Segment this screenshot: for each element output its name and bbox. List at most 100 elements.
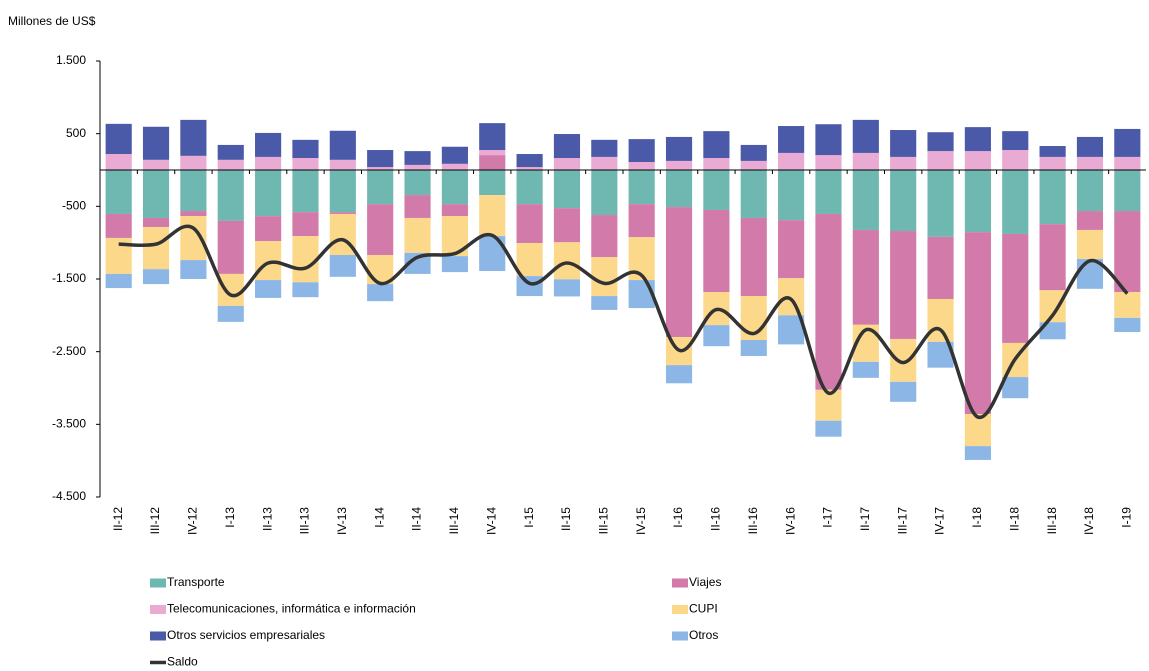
bar-segment	[1114, 156, 1141, 170]
bar-segment	[964, 170, 991, 233]
legend-label: Viajes	[689, 575, 721, 589]
bar-segment	[404, 164, 431, 170]
bar-segment	[367, 167, 394, 170]
x-tick-label: IV-12	[186, 507, 200, 535]
x-tick-label: IV-13	[335, 507, 349, 535]
bar-segment	[441, 170, 468, 205]
x-tick-label: II-14	[410, 507, 424, 531]
bar-segment	[740, 170, 767, 218]
legend-swatch	[150, 631, 166, 641]
bar-segment	[591, 296, 618, 310]
bar-segment	[628, 139, 655, 163]
x-tick-label: III-16	[746, 507, 760, 535]
bar-segment	[180, 211, 207, 217]
x-tick-label: II-12	[111, 507, 125, 531]
bar-segment	[964, 446, 991, 460]
bar-segment	[778, 126, 805, 153]
bar-segment	[591, 215, 618, 258]
bar-segment	[927, 298, 954, 342]
bar-segment	[292, 282, 319, 298]
legend-label: Otros servicios empresariales	[167, 628, 325, 642]
bar-segment	[479, 123, 506, 151]
bar-segment	[815, 124, 842, 156]
bar-segment	[890, 338, 917, 382]
bar-segment	[441, 163, 468, 170]
bar-segment	[479, 155, 506, 170]
bar-segment	[964, 232, 991, 415]
bar-segment	[703, 209, 730, 293]
x-tick-label: IV-17	[933, 507, 947, 535]
bar-segment	[404, 195, 431, 218]
bar-segment	[815, 389, 842, 421]
bar-segment	[255, 156, 282, 170]
bar-segment	[703, 170, 730, 210]
bar-segment	[1114, 292, 1141, 318]
bar-segment	[105, 273, 132, 289]
bar-segment	[441, 204, 468, 217]
bar-segment	[740, 217, 767, 297]
bar-segment	[964, 414, 991, 447]
bar-segment	[441, 256, 468, 273]
x-tick-label: II-15	[559, 507, 573, 531]
bar-segment	[628, 170, 655, 205]
bar-segment	[665, 170, 693, 208]
bar-segment	[180, 119, 207, 156]
bar-segment	[815, 155, 842, 170]
y-tick-label: -2.500	[52, 344, 86, 358]
bar-segment	[1002, 377, 1029, 399]
bar-segment	[367, 284, 394, 302]
bar-segment	[553, 170, 581, 209]
x-tick-label: IV-15	[634, 507, 648, 535]
bar-segment	[591, 257, 618, 297]
bar-segment	[740, 340, 767, 357]
bar-segment	[217, 159, 244, 170]
bar-segment	[404, 252, 431, 274]
bar-segment	[217, 273, 244, 306]
bar-segment	[1039, 156, 1066, 170]
bar-segment	[516, 154, 543, 168]
bar-segment	[217, 220, 244, 274]
bar-segment	[404, 170, 431, 196]
bar-segment	[665, 136, 693, 161]
x-tick-label: II-17	[858, 507, 872, 531]
bar-segment	[217, 170, 244, 221]
bar-segment	[890, 231, 917, 339]
bar-segment	[852, 361, 879, 378]
x-tick-label: IV-16	[783, 507, 797, 535]
y-tick-label: -500	[62, 199, 86, 213]
bar-segment	[1114, 128, 1141, 157]
bar-segment	[516, 170, 543, 205]
x-tick-label: I-17	[821, 507, 835, 528]
bar-segment	[441, 146, 468, 164]
bar-segment	[964, 151, 991, 170]
bar-segment	[404, 217, 431, 253]
bar-segment	[217, 305, 244, 322]
bar-segment	[703, 131, 730, 159]
bar-segment	[292, 139, 319, 159]
bar-segment	[1114, 170, 1141, 212]
bar-segment	[1076, 170, 1104, 212]
legend-label: Transporte	[167, 575, 225, 589]
bar-segment	[404, 151, 431, 165]
legend-swatch	[672, 578, 688, 588]
bar-segment	[852, 170, 879, 230]
bar-segment	[778, 220, 805, 279]
x-tick-label: I-13	[223, 507, 237, 528]
x-tick-label: IV-14	[484, 507, 498, 535]
bar-segment	[1114, 211, 1141, 293]
bar-segment	[852, 152, 879, 170]
y-tick-label: -4.500	[52, 489, 86, 503]
bar-segment	[890, 130, 917, 157]
bar-segment	[1039, 224, 1066, 291]
bar-segment	[516, 204, 543, 244]
bar-segment	[628, 162, 655, 170]
bar-segment	[665, 207, 693, 338]
bar-segment	[927, 151, 954, 170]
x-tick-label: I-18	[970, 507, 984, 528]
bar-segment	[1076, 229, 1104, 260]
y-tick-label: -3.500	[52, 417, 86, 431]
bar-segment	[628, 204, 655, 238]
bar-segment	[553, 134, 581, 159]
bar-segment	[703, 158, 730, 170]
bar-segment	[329, 130, 356, 160]
